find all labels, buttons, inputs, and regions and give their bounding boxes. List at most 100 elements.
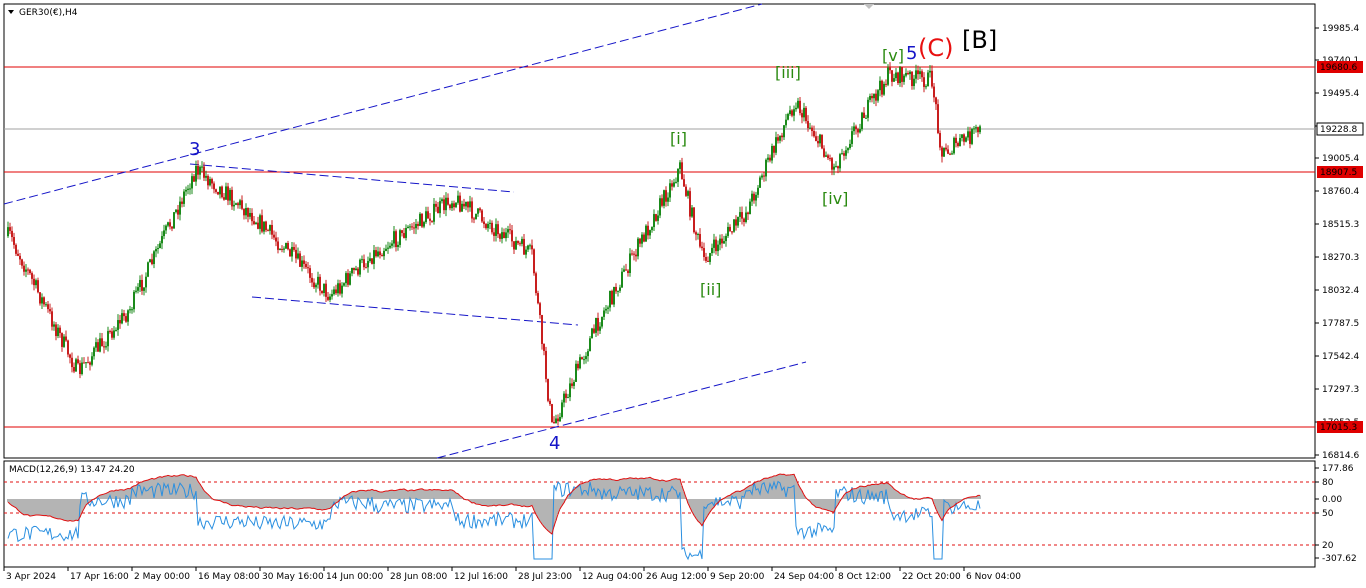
macd-histogram-bar (281, 499, 283, 509)
candle-body (77, 359, 79, 364)
time-tick-label: 14 Jun 00:00 (326, 572, 383, 582)
candle-body (633, 253, 635, 255)
time-tick-label: 6 Nov 04:00 (966, 572, 1021, 582)
channel-line (436, 361, 807, 459)
price-tick-label: 19495.4 (1322, 89, 1359, 99)
candle-body (177, 209, 179, 215)
candle-body (195, 165, 197, 182)
candle-body (461, 203, 463, 212)
price-tick-label: 18515.3 (1322, 220, 1359, 230)
macd-histogram-bar (747, 486, 749, 499)
candle-body (783, 125, 785, 138)
macd-histogram-bar (481, 499, 483, 506)
macd-histogram-bar (191, 476, 193, 499)
candle-body (699, 234, 701, 247)
candle-body (539, 303, 541, 316)
macd-histogram-bar (727, 495, 729, 499)
candle-body (801, 113, 803, 118)
macd-histogram-bar (925, 497, 927, 499)
macd-histogram-bar (671, 479, 673, 499)
candle-body (885, 83, 887, 85)
candle-body (879, 80, 881, 91)
candle-body (319, 276, 321, 291)
candle-body (417, 223, 419, 226)
macd-histogram-bar (149, 479, 151, 499)
macd-histogram-bar (973, 496, 975, 499)
macd-histogram-bar (525, 499, 527, 507)
macd-signal-line (7, 473, 981, 535)
candle-body (643, 234, 645, 242)
candle-body (969, 131, 971, 144)
candle-body (283, 248, 285, 250)
candle-body (495, 224, 497, 236)
candle-body (17, 253, 19, 256)
macd-histogram-bar (245, 499, 247, 508)
candle-body (167, 222, 169, 226)
macd-histogram-bar (321, 499, 323, 511)
candle-body (361, 259, 363, 261)
candle-body (951, 153, 953, 155)
macd-histogram-bar (501, 499, 503, 506)
candle-body (749, 201, 751, 215)
macd-histogram-bar (537, 499, 539, 519)
price-levels (4, 66, 1315, 428)
macd-histogram-bar (497, 499, 499, 506)
macd-histogram-bar (827, 499, 829, 511)
candle-body (227, 186, 229, 201)
candle-body (585, 356, 587, 360)
candle-body (431, 220, 433, 222)
macd-tick-label: 0.00 (1322, 495, 1342, 505)
macd-histogram-bar (459, 495, 461, 499)
macd-histogram-bar (355, 491, 357, 499)
candle-body (191, 176, 193, 189)
candle-body (863, 112, 865, 119)
macd-histogram-bar (949, 499, 951, 509)
macd-histogram-bar (535, 499, 537, 515)
candle-body (117, 320, 119, 330)
macd-histogram-bar (739, 491, 741, 499)
candle-body (87, 362, 89, 364)
macd-histogram-bar (49, 499, 51, 516)
price-tick-label: 17787.5 (1322, 319, 1359, 329)
candle-body (895, 72, 897, 79)
macd-histogram-bar (631, 478, 633, 499)
macd-histogram-bar (397, 489, 399, 499)
macd-histogram-bar (187, 476, 189, 499)
macd-histogram-bar (483, 499, 485, 506)
candle-body (919, 71, 921, 75)
candle-body (429, 218, 431, 221)
macd-histogram-bar (947, 499, 949, 511)
candle-body (523, 238, 525, 255)
macd-histogram-bar (161, 477, 163, 499)
candle-body (481, 210, 483, 222)
macd-histogram-bar (877, 484, 879, 499)
macd-histogram-bar (157, 477, 159, 499)
candle-body (391, 243, 393, 246)
macd-histogram-bar (675, 478, 677, 499)
macd-histogram-bar (67, 499, 69, 522)
macd-histogram-bar (369, 490, 371, 499)
macd-histogram-bar (209, 496, 211, 499)
macd-histogram-bar (35, 499, 37, 516)
macd-histogram-bar (17, 499, 19, 511)
macd-histogram-bar (247, 499, 249, 507)
candle-body (865, 117, 867, 119)
macd-histogram-bar (517, 499, 519, 506)
candle-body (311, 277, 313, 283)
dropdown-triangle-icon[interactable] (8, 10, 14, 14)
time-tick-label: 12 Jul 16:00 (454, 572, 508, 582)
candle-body (111, 331, 113, 338)
candle-body (579, 357, 581, 369)
candle-body (907, 72, 909, 75)
macd-histogram-bar (141, 482, 143, 499)
macd-histogram-bar (257, 499, 259, 508)
macd-histogram-bar (29, 499, 31, 517)
macd-histogram-bar (349, 492, 351, 499)
macd-histogram-bar (387, 491, 389, 499)
candle-body (171, 226, 173, 229)
candle-body (399, 230, 401, 245)
candle-body (745, 212, 747, 223)
candle-body (511, 230, 513, 242)
macd-histogram-bar (665, 481, 667, 499)
macd-histogram-bar (715, 499, 717, 505)
